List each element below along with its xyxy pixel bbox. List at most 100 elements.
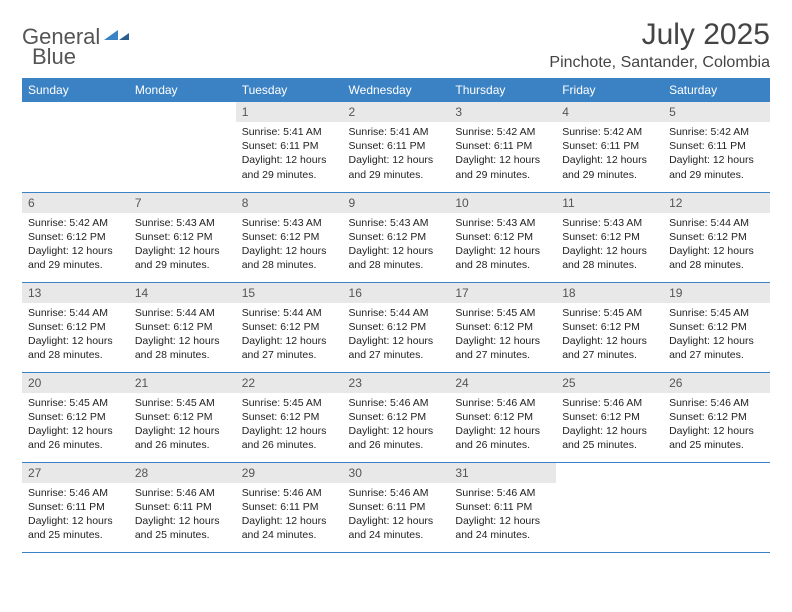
calendar-day-cell: [663, 462, 770, 552]
day-sunrise-line: Sunrise: 5:43 AM: [242, 216, 337, 230]
day-day1-line: Daylight: 12 hours: [135, 424, 230, 438]
day-day1-line: Daylight: 12 hours: [669, 153, 764, 167]
day-day2-line: and 28 minutes.: [562, 258, 657, 272]
calendar-day-cell: 11Sunrise: 5:43 AMSunset: 6:12 PMDayligh…: [556, 192, 663, 282]
day-number: 5: [663, 102, 770, 122]
day-sunset-line: Sunset: 6:12 PM: [669, 320, 764, 334]
day-day2-line: and 28 minutes.: [669, 258, 764, 272]
calendar-day-cell: 29Sunrise: 5:46 AMSunset: 6:11 PMDayligh…: [236, 462, 343, 552]
day-sunrise-line: Sunrise: 5:46 AM: [455, 396, 550, 410]
day-number: 11: [556, 193, 663, 213]
calendar-day-cell: [556, 462, 663, 552]
day-sunrise-line: Sunrise: 5:44 AM: [135, 306, 230, 320]
day-day2-line: and 26 minutes.: [349, 438, 444, 452]
day-day1-line: Daylight: 12 hours: [242, 334, 337, 348]
day-day1-line: Daylight: 12 hours: [455, 244, 550, 258]
day-day1-line: Daylight: 12 hours: [562, 334, 657, 348]
day-day1-line: Daylight: 12 hours: [349, 514, 444, 528]
calendar-week-row: 1Sunrise: 5:41 AMSunset: 6:11 PMDaylight…: [22, 102, 770, 192]
day-day1-line: Daylight: 12 hours: [455, 424, 550, 438]
day-number: 9: [343, 193, 450, 213]
day-sunset-line: Sunset: 6:12 PM: [135, 320, 230, 334]
logo-text-blue: Blue: [32, 44, 76, 70]
calendar-day-cell: 20Sunrise: 5:45 AMSunset: 6:12 PMDayligh…: [22, 372, 129, 462]
day-day2-line: and 24 minutes.: [455, 528, 550, 542]
day-day2-line: and 29 minutes.: [562, 168, 657, 182]
month-title: July 2025: [549, 18, 770, 52]
day-sunset-line: Sunset: 6:12 PM: [28, 320, 123, 334]
day-day2-line: and 26 minutes.: [135, 438, 230, 452]
weekday-header: Wednesday: [343, 78, 450, 102]
day-day2-line: and 25 minutes.: [669, 438, 764, 452]
day-number: 6: [22, 193, 129, 213]
calendar-day-cell: 22Sunrise: 5:45 AMSunset: 6:12 PMDayligh…: [236, 372, 343, 462]
day-number: 10: [449, 193, 556, 213]
day-day1-line: Daylight: 12 hours: [562, 424, 657, 438]
calendar-day-cell: 10Sunrise: 5:43 AMSunset: 6:12 PMDayligh…: [449, 192, 556, 282]
day-day2-line: and 28 minutes.: [455, 258, 550, 272]
calendar-day-cell: 9Sunrise: 5:43 AMSunset: 6:12 PMDaylight…: [343, 192, 450, 282]
day-content: Sunrise: 5:43 AMSunset: 6:12 PMDaylight:…: [343, 213, 450, 279]
weekday-header: Saturday: [663, 78, 770, 102]
day-content: Sunrise: 5:46 AMSunset: 6:12 PMDaylight:…: [556, 393, 663, 459]
day-sunrise-line: Sunrise: 5:44 AM: [242, 306, 337, 320]
calendar-day-cell: 24Sunrise: 5:46 AMSunset: 6:12 PMDayligh…: [449, 372, 556, 462]
calendar-day-cell: 26Sunrise: 5:46 AMSunset: 6:12 PMDayligh…: [663, 372, 770, 462]
day-day1-line: Daylight: 12 hours: [455, 153, 550, 167]
calendar-table: Sunday Monday Tuesday Wednesday Thursday…: [22, 78, 770, 553]
day-number: 27: [22, 463, 129, 483]
day-number: 23: [343, 373, 450, 393]
day-number: 30: [343, 463, 450, 483]
day-sunset-line: Sunset: 6:12 PM: [455, 230, 550, 244]
day-sunset-line: Sunset: 6:12 PM: [669, 410, 764, 424]
day-content: Sunrise: 5:41 AMSunset: 6:11 PMDaylight:…: [343, 122, 450, 188]
weekday-header: Tuesday: [236, 78, 343, 102]
day-sunset-line: Sunset: 6:12 PM: [242, 230, 337, 244]
day-sunset-line: Sunset: 6:11 PM: [455, 139, 550, 153]
day-sunset-line: Sunset: 6:12 PM: [562, 320, 657, 334]
logo-blue-row: Blue: [32, 38, 76, 70]
day-content: Sunrise: 5:42 AMSunset: 6:11 PMDaylight:…: [449, 122, 556, 188]
day-sunrise-line: Sunrise: 5:43 AM: [135, 216, 230, 230]
day-sunrise-line: Sunrise: 5:45 AM: [455, 306, 550, 320]
day-day2-line: and 26 minutes.: [455, 438, 550, 452]
day-content: Sunrise: 5:46 AMSunset: 6:12 PMDaylight:…: [449, 393, 556, 459]
day-day2-line: and 24 minutes.: [349, 528, 444, 542]
calendar-day-cell: 6Sunrise: 5:42 AMSunset: 6:12 PMDaylight…: [22, 192, 129, 282]
day-sunrise-line: Sunrise: 5:44 AM: [349, 306, 444, 320]
day-number: 31: [449, 463, 556, 483]
calendar-day-cell: 17Sunrise: 5:45 AMSunset: 6:12 PMDayligh…: [449, 282, 556, 372]
day-day1-line: Daylight: 12 hours: [242, 153, 337, 167]
day-day1-line: Daylight: 12 hours: [669, 244, 764, 258]
day-day2-line: and 25 minutes.: [562, 438, 657, 452]
day-sunrise-line: Sunrise: 5:45 AM: [242, 396, 337, 410]
day-day2-line: and 25 minutes.: [28, 528, 123, 542]
day-sunrise-line: Sunrise: 5:46 AM: [455, 486, 550, 500]
day-day2-line: and 29 minutes.: [28, 258, 123, 272]
day-sunset-line: Sunset: 6:11 PM: [349, 500, 444, 514]
day-sunset-line: Sunset: 6:11 PM: [669, 139, 764, 153]
day-day1-line: Daylight: 12 hours: [669, 424, 764, 438]
day-day2-line: and 29 minutes.: [349, 168, 444, 182]
day-sunset-line: Sunset: 6:11 PM: [28, 500, 123, 514]
day-day2-line: and 29 minutes.: [242, 168, 337, 182]
day-number: 13: [22, 283, 129, 303]
calendar-day-cell: 2Sunrise: 5:41 AMSunset: 6:11 PMDaylight…: [343, 102, 450, 192]
calendar-day-cell: 4Sunrise: 5:42 AMSunset: 6:11 PMDaylight…: [556, 102, 663, 192]
calendar-day-cell: 27Sunrise: 5:46 AMSunset: 6:11 PMDayligh…: [22, 462, 129, 552]
day-number: 12: [663, 193, 770, 213]
day-day1-line: Daylight: 12 hours: [349, 334, 444, 348]
day-day1-line: Daylight: 12 hours: [242, 244, 337, 258]
day-number: 21: [129, 373, 236, 393]
day-sunrise-line: Sunrise: 5:46 AM: [562, 396, 657, 410]
day-content: Sunrise: 5:44 AMSunset: 6:12 PMDaylight:…: [236, 303, 343, 369]
day-sunrise-line: Sunrise: 5:43 AM: [562, 216, 657, 230]
day-sunrise-line: Sunrise: 5:46 AM: [28, 486, 123, 500]
calendar-day-cell: 3Sunrise: 5:42 AMSunset: 6:11 PMDaylight…: [449, 102, 556, 192]
day-day2-line: and 25 minutes.: [135, 528, 230, 542]
day-day2-line: and 27 minutes.: [349, 348, 444, 362]
day-day2-line: and 28 minutes.: [242, 258, 337, 272]
calendar-day-cell: 14Sunrise: 5:44 AMSunset: 6:12 PMDayligh…: [129, 282, 236, 372]
day-number: 16: [343, 283, 450, 303]
page-header: General July 2025 Pinchote, Santander, C…: [22, 18, 770, 72]
